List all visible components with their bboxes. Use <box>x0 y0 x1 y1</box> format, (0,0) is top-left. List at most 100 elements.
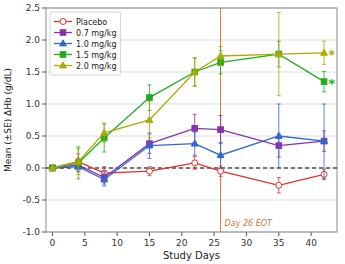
tick-label: 1.0 <box>26 99 41 109</box>
point <box>146 168 152 174</box>
tick <box>149 232 150 236</box>
series <box>49 104 327 186</box>
error-bar <box>219 166 223 176</box>
reference-line <box>46 168 337 169</box>
tick <box>311 232 312 236</box>
point <box>218 168 224 174</box>
legend-label: 1.0 mg/kg <box>76 40 117 49</box>
annotation: * <box>328 47 335 62</box>
point <box>321 138 327 144</box>
tick <box>52 232 53 236</box>
tick-label: 0 <box>50 238 56 248</box>
legend-item: 0.7 mg/kg <box>54 29 117 38</box>
point <box>50 165 56 171</box>
point <box>217 52 224 58</box>
legend-label: 2.0 mg/kg <box>76 62 117 71</box>
grid-line <box>46 104 337 105</box>
plot-frame <box>46 8 337 232</box>
legend-item: 2.0 mg/kg <box>54 62 117 71</box>
point <box>276 51 282 57</box>
chart: -1.0-0.50.00.51.01.52.02.505101520253035… <box>0 0 345 264</box>
tick <box>42 40 46 41</box>
tick <box>42 168 46 169</box>
point <box>49 164 56 170</box>
tick <box>42 136 46 137</box>
series <box>49 12 327 174</box>
annotation: * <box>328 76 335 91</box>
plot-area <box>46 8 337 232</box>
tick-label: -1.0 <box>22 227 40 237</box>
tick-label: 25 <box>208 238 219 248</box>
point <box>218 127 224 133</box>
tick <box>42 8 46 9</box>
reference-line <box>220 8 221 232</box>
point <box>192 126 198 132</box>
grid-line <box>46 136 337 137</box>
error-bar <box>193 156 197 169</box>
series-line <box>52 136 324 180</box>
legend-item: 1.5 mg/kg <box>54 51 117 60</box>
x-axis-label: Study Days <box>163 250 220 261</box>
point <box>321 138 328 144</box>
point <box>192 160 198 166</box>
point <box>191 140 198 146</box>
point <box>191 68 198 74</box>
error-bar <box>102 124 106 152</box>
series <box>50 41 327 179</box>
legend-item: 1.0 mg/kg <box>54 40 117 49</box>
error-bar <box>322 71 326 91</box>
point <box>101 129 108 135</box>
tick <box>42 72 46 73</box>
legend-label: Placebo <box>76 18 107 27</box>
point <box>50 165 56 171</box>
tick-label: 0.5 <box>26 131 40 141</box>
tick <box>117 232 118 236</box>
tick-label: 2.5 <box>26 3 40 13</box>
y-axis-label: Mean (±SE) ΔHb (g/dL) <box>3 68 13 172</box>
point <box>275 132 282 138</box>
tick-label: 30 <box>241 238 253 248</box>
series-line <box>52 128 324 177</box>
tick-label: 35 <box>273 238 284 248</box>
tick-label: 0.0 <box>26 163 41 173</box>
point <box>147 95 153 101</box>
tick <box>214 232 215 236</box>
point <box>101 176 108 182</box>
tick-label: 40 <box>305 238 317 248</box>
point <box>275 50 282 56</box>
point <box>217 152 224 158</box>
grid-line <box>46 200 337 201</box>
legend: Placebo 0.7 mg/kg 1.0 mg/kg 1.5 mg/kg 2.0 mg… <box>50 12 121 75</box>
point <box>276 182 282 188</box>
legend-label: 1.5 mg/kg <box>76 51 117 60</box>
error-bar <box>147 167 151 176</box>
tick-label: 15 <box>144 238 155 248</box>
grid-line <box>46 168 337 169</box>
tick <box>246 232 247 236</box>
tick <box>181 232 182 236</box>
point <box>49 165 55 171</box>
tick-label: -0.5 <box>22 195 40 205</box>
grid <box>46 8 337 232</box>
series-line <box>52 53 324 168</box>
tick <box>42 104 46 105</box>
tick-label: 5 <box>82 238 88 248</box>
error-bar <box>277 178 281 193</box>
legend-label: 0.7 mg/kg <box>76 29 117 38</box>
legend-item: Placebo <box>54 18 107 27</box>
point <box>75 158 82 164</box>
tick <box>42 232 46 233</box>
point <box>321 49 328 55</box>
tick-label: 1.5 <box>26 67 40 77</box>
point <box>146 116 153 122</box>
tick-label: 2.0 <box>26 35 41 45</box>
point <box>146 142 153 148</box>
tick-label: 10 <box>111 238 123 248</box>
series <box>50 114 327 184</box>
point <box>321 79 327 85</box>
tick <box>278 232 279 236</box>
reference-label: Day 26 EOT <box>225 219 273 228</box>
error-bar <box>219 116 223 144</box>
legend-box <box>50 12 121 75</box>
tick <box>42 200 46 201</box>
